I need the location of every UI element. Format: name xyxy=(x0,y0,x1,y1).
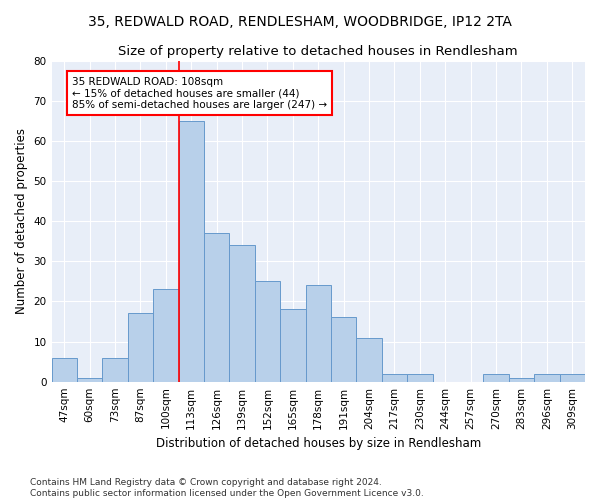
Bar xyxy=(407,374,433,382)
Bar xyxy=(255,282,280,382)
Bar xyxy=(534,374,560,382)
X-axis label: Distribution of detached houses by size in Rendlesham: Distribution of detached houses by size … xyxy=(155,437,481,450)
Bar xyxy=(331,318,356,382)
Bar xyxy=(484,374,509,382)
Bar xyxy=(52,358,77,382)
Bar xyxy=(560,374,585,382)
Bar xyxy=(382,374,407,382)
Bar xyxy=(153,290,179,382)
Text: Contains HM Land Registry data © Crown copyright and database right 2024.
Contai: Contains HM Land Registry data © Crown c… xyxy=(30,478,424,498)
Bar xyxy=(229,245,255,382)
Bar xyxy=(179,121,204,382)
Bar xyxy=(305,286,331,382)
Bar xyxy=(509,378,534,382)
Bar xyxy=(103,358,128,382)
Bar xyxy=(280,310,305,382)
Bar xyxy=(356,338,382,382)
Bar xyxy=(128,314,153,382)
Bar xyxy=(204,233,229,382)
Text: 35 REDWALD ROAD: 108sqm
← 15% of detached houses are smaller (44)
85% of semi-de: 35 REDWALD ROAD: 108sqm ← 15% of detache… xyxy=(72,76,327,110)
Bar xyxy=(77,378,103,382)
Title: Size of property relative to detached houses in Rendlesham: Size of property relative to detached ho… xyxy=(118,45,518,58)
Y-axis label: Number of detached properties: Number of detached properties xyxy=(15,128,28,314)
Text: 35, REDWALD ROAD, RENDLESHAM, WOODBRIDGE, IP12 2TA: 35, REDWALD ROAD, RENDLESHAM, WOODBRIDGE… xyxy=(88,15,512,29)
